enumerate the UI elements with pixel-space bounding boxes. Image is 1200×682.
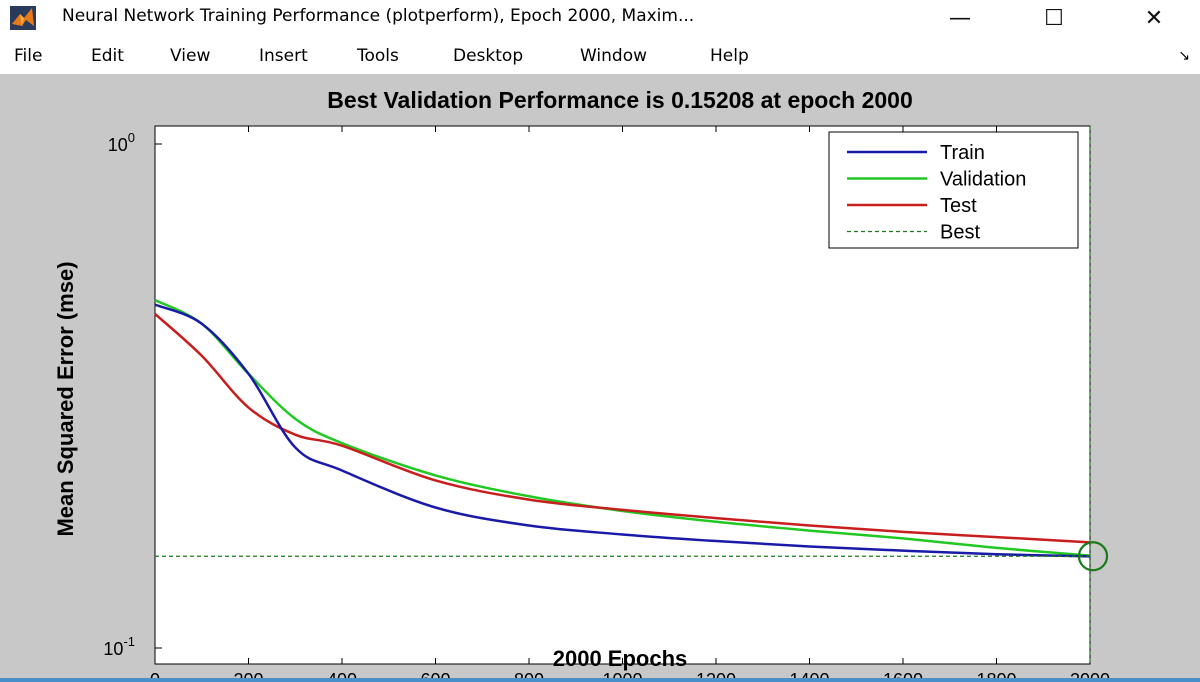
legend-label-best: Best bbox=[940, 222, 980, 244]
menu-tools[interactable]: Tools bbox=[357, 46, 399, 66]
ticks-layer: 0 200 400 600 800 1000 1200 1400 1600 1800 2000 100… bbox=[103, 126, 1110, 680]
y-tick-label: 10-1 bbox=[103, 634, 135, 659]
x-tick-label: 1800 bbox=[976, 670, 1016, 680]
x-tick-label: 1000 bbox=[602, 670, 642, 680]
legend-label-train: Train bbox=[940, 142, 985, 164]
menu-insert[interactable]: Insert bbox=[259, 46, 308, 66]
window-border bbox=[0, 678, 1200, 682]
legend: Train Validation Test Best bbox=[828, 131, 1079, 249]
y-tick-label: 100 bbox=[108, 130, 135, 155]
legend-label-validation: Validation bbox=[940, 169, 1026, 191]
menu-file[interactable]: File bbox=[14, 46, 43, 66]
matlab-icon bbox=[10, 6, 36, 30]
menu-desktop[interactable]: Desktop bbox=[453, 46, 524, 66]
best-layer bbox=[155, 126, 1109, 664]
menu-help[interactable]: Help bbox=[710, 46, 749, 66]
x-tick-label: 200 bbox=[233, 670, 263, 680]
series-line-train bbox=[154, 303, 1091, 558]
x-axis-label: 2000 Epochs bbox=[553, 646, 688, 671]
close-button[interactable]: ✕ bbox=[1144, 5, 1164, 31]
menu-edit[interactable]: Edit bbox=[91, 46, 124, 66]
maximize-button[interactable]: ☐ bbox=[1044, 5, 1064, 31]
x-tick-label: 0 bbox=[150, 670, 160, 680]
series-layer bbox=[154, 299, 1091, 558]
x-tick-label: 800 bbox=[514, 670, 544, 680]
chart-title: Best Validation Performance is 0.15208 a… bbox=[327, 87, 913, 113]
legend-label-test: Test bbox=[940, 195, 977, 217]
figure-area: Best Validation Performance is 0.15208 a… bbox=[0, 74, 1200, 680]
x-tick-label: 2000 bbox=[1070, 670, 1110, 680]
minimize-button[interactable]: — bbox=[949, 5, 971, 31]
menu-view[interactable]: View bbox=[170, 46, 211, 66]
window-title: Neural Network Training Performance (plo… bbox=[62, 6, 695, 26]
dock-arrow-icon[interactable]: ↘ bbox=[1178, 48, 1190, 64]
best-marker-circle bbox=[1077, 541, 1109, 572]
series-line-test bbox=[154, 313, 1091, 544]
menu-bar: File Edit View Insert Tools Desktop Wind… bbox=[0, 38, 1200, 74]
x-tick-label: 600 bbox=[420, 670, 450, 680]
y-axis-label: Mean Squared Error (mse) bbox=[53, 261, 78, 536]
title-bar: Neural Network Training Performance (plo… bbox=[0, 0, 1200, 38]
x-tick-label: 1600 bbox=[883, 670, 923, 680]
x-tick-label: 400 bbox=[327, 670, 357, 680]
x-tick-label: 1200 bbox=[696, 670, 736, 680]
menu-window[interactable]: Window bbox=[580, 46, 648, 66]
performance-plot: Best Validation Performance is 0.15208 a… bbox=[53, 87, 1110, 680]
x-tick-label: 1400 bbox=[789, 670, 829, 680]
